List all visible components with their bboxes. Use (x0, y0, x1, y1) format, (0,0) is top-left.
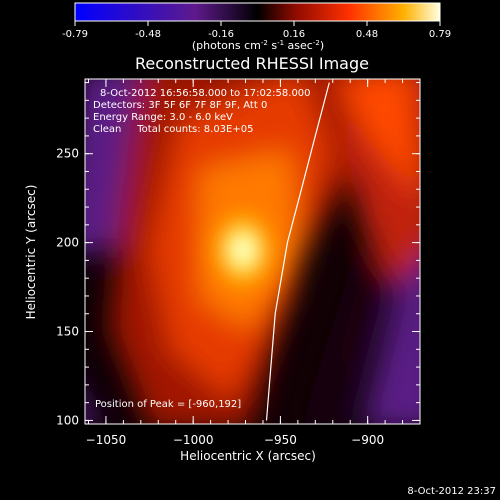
colorbar-tick-label: 0.48 (356, 29, 378, 40)
info-annotations: 8-Oct-2012 16:56:58.000 to 17:02:58.000 … (93, 88, 311, 410)
x-tick-label: −1000 (173, 433, 214, 447)
energy-range-text: Energy Range: 3.0 - 6.0 keV (93, 112, 233, 123)
time-range-text: 8-Oct-2012 16:56:58.000 to 17:02:58.000 (100, 88, 311, 99)
plot-frame (84, 78, 421, 425)
x-axis: −1050 −1000 −950 −900 (86, 79, 421, 447)
colorbar-tick-label: -0.79 (62, 29, 88, 40)
y-axis: 100 150 200 250 (56, 82, 420, 427)
colorbar-ticks: -0.79 -0.48 -0.16 0.16 0.48 0.79 (62, 21, 451, 40)
colorbar-tick-label: -0.16 (208, 29, 234, 40)
colorbar-tick-label: 0.16 (283, 29, 305, 40)
y-tick-label: 150 (56, 325, 79, 339)
colorbar-tick-label: 0.79 (429, 29, 451, 40)
footer-timestamp: 8-Oct-2012 23:37 (407, 486, 496, 497)
x-axis-label: Heliocentric X (arcsec) (180, 449, 316, 463)
y-tick-label: 200 (56, 236, 79, 250)
colorbar (74, 2, 441, 22)
solar-limb-curve (265, 82, 330, 421)
detectors-text: Detectors: 3F 5F 6F 7F 8F 9F, Att 0 (93, 100, 267, 111)
x-tick-label: −900 (351, 433, 384, 447)
peak-position-text: Position of Peak = [-960,192] (95, 399, 241, 410)
x-tick-label: −1050 (86, 433, 127, 447)
chart-title: Reconstructed RHESSI Image (135, 54, 369, 73)
y-axis-label: Heliocentric Y (arcsec) (24, 185, 38, 320)
clean-counts-text: Clean Total counts: 8.03E+05 (93, 124, 253, 135)
colorbar-tick-label: -0.48 (135, 29, 161, 40)
x-tick-label: −950 (264, 433, 297, 447)
heatmap-image (85, 79, 420, 424)
y-tick-label: 100 (56, 413, 79, 427)
colorbar-label: (photons cm-2 s-1 asec-2) (192, 39, 324, 52)
y-tick-label: 250 (56, 147, 79, 161)
